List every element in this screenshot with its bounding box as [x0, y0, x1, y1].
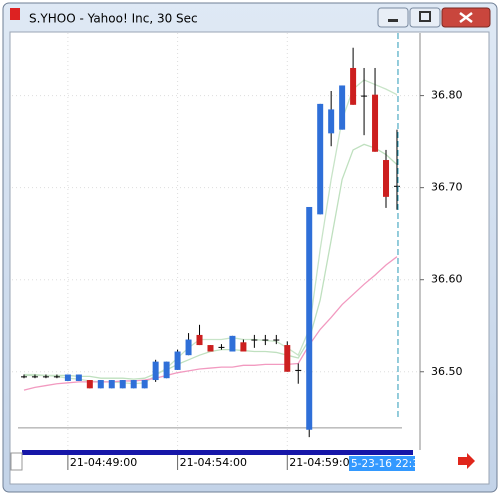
candle-body: [372, 94, 379, 152]
candle-body: [383, 160, 390, 197]
x-tick-label: 21-04:59:00: [289, 456, 356, 469]
candle-body: [163, 361, 170, 379]
candle-body: [393, 185, 400, 187]
candle-body: [207, 345, 214, 352]
minimize-button[interactable]: [377, 7, 409, 28]
minimize-icon: [388, 19, 398, 22]
candle-body: [119, 380, 126, 389]
candle-body: [42, 376, 49, 378]
candle-body: [306, 206, 313, 430]
candle-body: [75, 374, 82, 381]
candle-body: [174, 351, 181, 370]
scroll-arrow[interactable]: [458, 453, 475, 469]
candle-body: [53, 376, 60, 378]
maximize-icon: [419, 11, 431, 22]
candle-body: [185, 339, 192, 356]
candle-body: [273, 339, 280, 341]
candle-body: [284, 345, 291, 372]
candle-body: [108, 380, 115, 389]
maximize-button[interactable]: [409, 7, 441, 28]
moving-average: [24, 79, 398, 385]
candle-body: [350, 67, 357, 105]
candle-body: [218, 346, 225, 348]
candle-body: [141, 380, 148, 389]
candle-body: [196, 334, 203, 346]
candle-body: [328, 109, 335, 134]
x-tick-label: 21-04:54:00: [180, 456, 247, 469]
y-tick-label: 36.50: [431, 365, 463, 378]
candle-body: [229, 335, 236, 352]
candle-body: [251, 339, 258, 341]
client-area: [9, 31, 490, 485]
candle-body: [339, 85, 346, 130]
moving-average: [23, 256, 398, 391]
candle-body: [130, 380, 137, 389]
candle-body: [361, 95, 368, 97]
x-tick-label: 21-04:49:00: [70, 456, 137, 469]
cursor-label-bg: [349, 456, 415, 471]
app-icon: [10, 8, 20, 20]
candle-body: [64, 374, 71, 381]
close-icon: [459, 12, 473, 23]
candle-body: [152, 361, 159, 381]
candle-body: [97, 380, 104, 389]
scrollbar[interactable]: [22, 450, 413, 455]
cursor-label: 5-23-16 22:34:00: [351, 458, 442, 470]
candle-body: [21, 376, 27, 378]
window-title: S.YHOO - Yahoo! Inc, 30 Sec: [29, 12, 198, 26]
y-tick-label: 36.70: [431, 181, 463, 194]
checkbox[interactable]: [10, 452, 23, 471]
candle-body: [86, 380, 93, 389]
candle-body: [31, 376, 38, 378]
candle-body: [317, 103, 324, 215]
candle-body: [295, 369, 302, 371]
candle-body: [262, 339, 269, 341]
candle-body: [240, 342, 247, 352]
y-tick-label: 36.80: [431, 89, 463, 102]
y-tick-label: 36.60: [431, 273, 463, 286]
